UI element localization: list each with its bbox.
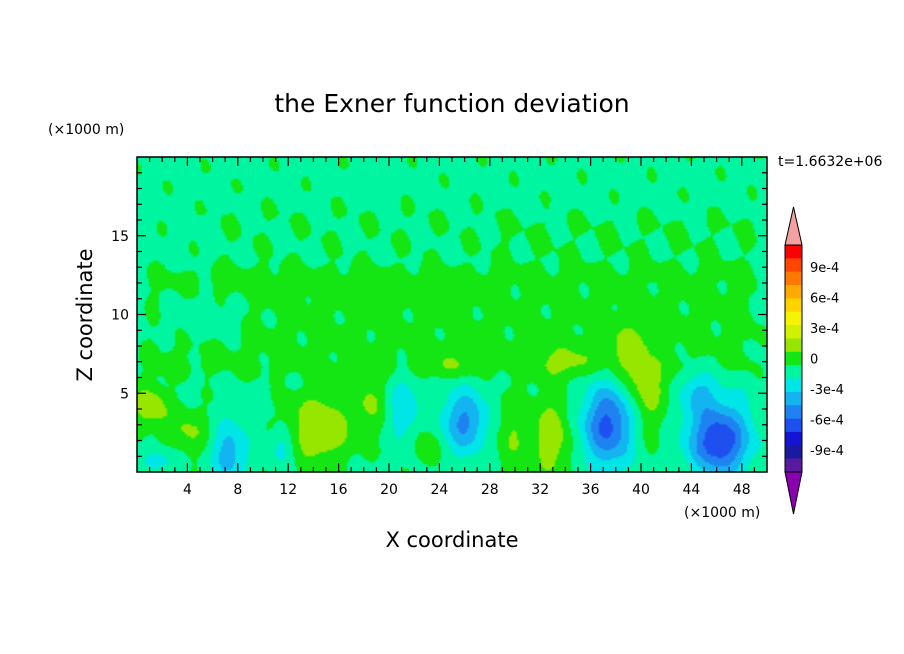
x-tick-label: 8 <box>233 482 242 498</box>
x-axis-unit: (×1000 m) <box>684 505 760 521</box>
colorbar-swatch <box>785 298 802 313</box>
x-tick-label: 32 <box>531 482 549 498</box>
x-tick-label: 44 <box>682 482 700 498</box>
colorbar-swatch <box>785 391 802 406</box>
x-tick-label: 12 <box>279 482 297 498</box>
colorbar-swatch <box>785 378 802 393</box>
colorbar-swatch <box>785 311 802 326</box>
colorbar-swatch <box>785 351 802 366</box>
colorbar-swatch <box>785 325 802 339</box>
colorbar-swatch <box>785 285 802 299</box>
colorbar-swatch <box>785 458 802 473</box>
colorbar-label: -9e-4 <box>810 444 844 459</box>
x-tick-label: 20 <box>380 482 398 498</box>
colorbar-label: 9e-4 <box>810 261 839 276</box>
colorbar: 9e-4 6e-4 3e-4 0 -3e-4 -6e-4 -9e-4 <box>784 206 844 515</box>
time-label: t=1.6632e+06 <box>778 154 882 170</box>
colorbar-swatch <box>785 418 802 433</box>
colorbar-swatch <box>785 245 802 259</box>
chart-title: the Exner function deviation <box>274 89 629 118</box>
x-tick-label: 28 <box>481 482 499 498</box>
colorbar-label: 3e-4 <box>810 322 839 337</box>
y-tick-label: 10 <box>111 308 129 324</box>
y-tick-label: 15 <box>111 229 129 245</box>
field-image <box>137 157 767 472</box>
colorbar-label: 6e-4 <box>810 291 839 306</box>
x-axis-title: X coordinate <box>385 528 518 552</box>
y-tick-label: 5 <box>120 386 129 402</box>
x-tick-label: 24 <box>430 482 448 498</box>
y-axis-title: Z coordinate <box>73 248 97 381</box>
colorbar-extend-max <box>784 206 803 246</box>
y-axis-unit: (×1000 m) <box>48 122 124 138</box>
colorbar-swatch <box>785 258 802 273</box>
colorbar-swatch <box>785 431 802 446</box>
colorbar-swatch <box>785 338 802 353</box>
x-tick-label: 16 <box>330 482 348 498</box>
x-tick-label: 48 <box>733 482 751 498</box>
colorbar-swatch <box>785 445 802 459</box>
colorbar-label: -3e-4 <box>810 383 844 398</box>
colorbar-extend-min <box>784 471 803 515</box>
colorbar-swatch <box>785 405 802 419</box>
colorbar-label: 0 <box>810 353 818 368</box>
colorbar-label: -6e-4 <box>810 414 844 429</box>
colorbar-swatch <box>785 271 802 286</box>
x-tick-label: 36 <box>582 482 600 498</box>
colorbar-swatch <box>785 365 802 379</box>
x-tick-label: 4 <box>183 482 192 498</box>
contour-field <box>137 157 767 472</box>
x-tick-label: 40 <box>632 482 650 498</box>
